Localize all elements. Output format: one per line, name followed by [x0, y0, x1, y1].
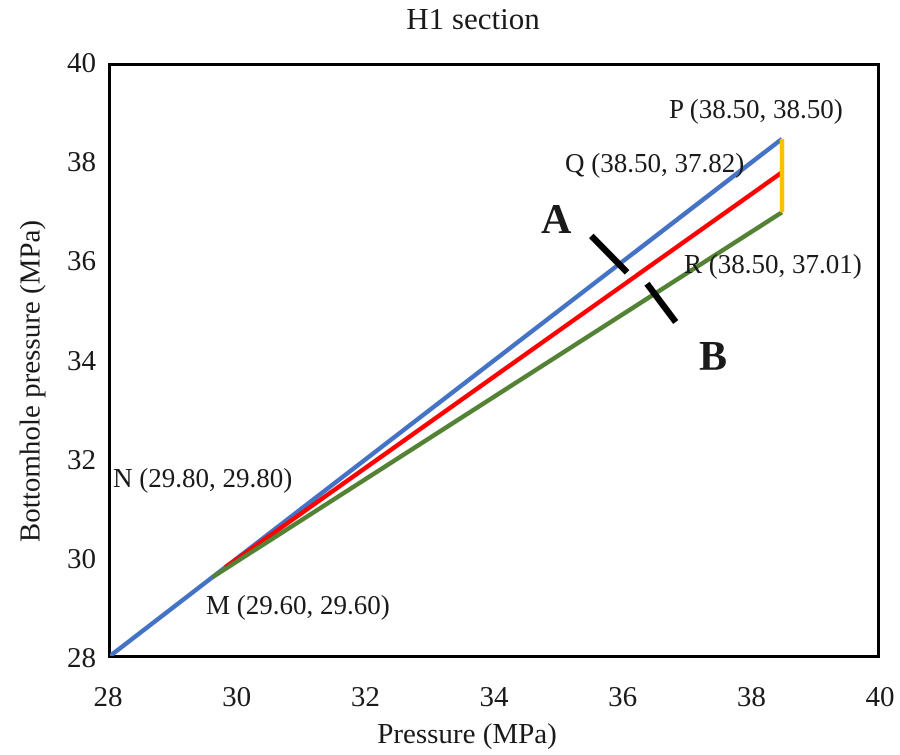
y-tick-label: 28	[67, 642, 96, 674]
x-tick-label: 32	[350, 681, 380, 713]
annotation-letter-a: A	[541, 197, 572, 243]
marker-A-dash	[588, 233, 630, 275]
x-tick-label: 36	[608, 681, 638, 713]
x-tick-label: 34	[479, 681, 509, 713]
y-tick-label: 40	[67, 47, 96, 79]
y-axis-title: Bottomhole pressure (MPa)	[14, 219, 47, 543]
point-label-r: R (38.50, 37.01)	[684, 249, 862, 279]
x-tick-label: 30	[222, 681, 252, 713]
chart-title: H1 section	[406, 1, 540, 36]
y-tick-label: 38	[67, 146, 96, 179]
point-label-n: N (29.80, 29.80)	[113, 463, 293, 493]
point-label-m: M (29.60, 29.60)	[206, 590, 390, 620]
y-tick-label: 32	[67, 443, 96, 476]
point-label-q: Q (38.50, 37.82)	[565, 148, 745, 178]
y-tick-label: 30	[67, 542, 96, 575]
line-MR-green	[211, 210, 784, 580]
line-NQ-red	[223, 170, 784, 570]
y-tick-label: 34	[67, 344, 96, 377]
x-tick-label: 38	[736, 681, 766, 713]
point-label-p: P (38.50, 38.50)	[669, 94, 843, 124]
marker-B-dash	[644, 281, 679, 325]
annotation-letter-b: B	[699, 334, 728, 380]
plot-area	[108, 63, 880, 658]
x-axis-title: Pressure (MPa)	[377, 718, 557, 750]
x-tick-label: 40	[865, 681, 895, 713]
x-tick-label: 28	[93, 681, 123, 713]
line-MP-blue	[110, 137, 784, 656]
y-tick-label: 36	[67, 245, 96, 278]
plot-canvas	[110, 137, 785, 656]
